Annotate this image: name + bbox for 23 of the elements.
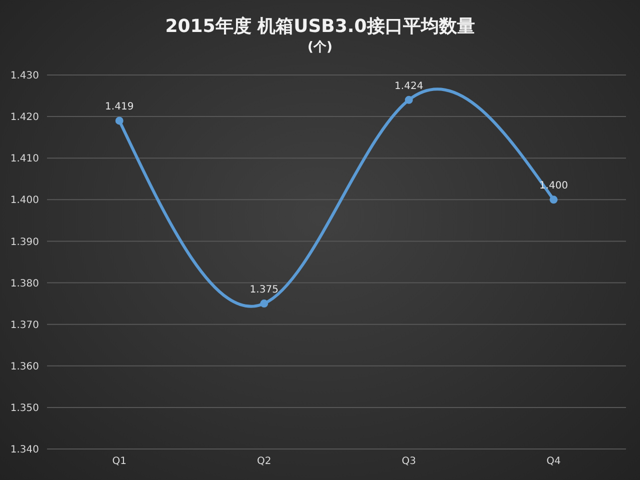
data-label: 1.424 — [394, 80, 424, 92]
point — [404, 96, 413, 104]
y-tick-label: 1.340 — [10, 444, 39, 456]
y-tick-label: 1.410 — [10, 154, 39, 165]
chart-subtitle: (个) — [306, 39, 334, 56]
y-tick-label: 1.430 — [10, 70, 39, 82]
y-tick-label: 1.370 — [10, 320, 39, 331]
y-tick-label: 1.390 — [10, 236, 39, 248]
y-tick-label: 1.380 — [10, 278, 39, 290]
point — [550, 196, 558, 204]
x-tick-label: Q4 — [546, 456, 561, 468]
point — [260, 300, 268, 308]
y-tick-label: 1.420 — [10, 112, 39, 124]
y-tick-label: 1.400 — [10, 195, 39, 206]
x-tick-label: Q1 — [112, 456, 126, 468]
x-tick-label: Q3 — [402, 456, 416, 468]
y-tick-label: 1.350 — [10, 402, 39, 414]
chart-title: 2015年度 机箱USB3.0接口平均数量 — [164, 15, 476, 38]
data-label: 1.419 — [105, 102, 134, 113]
data-label: 1.375 — [250, 284, 278, 296]
point — [115, 116, 124, 125]
y-tick-label: 1.360 — [10, 361, 39, 372]
x-tick-label: Q2 — [257, 456, 272, 468]
